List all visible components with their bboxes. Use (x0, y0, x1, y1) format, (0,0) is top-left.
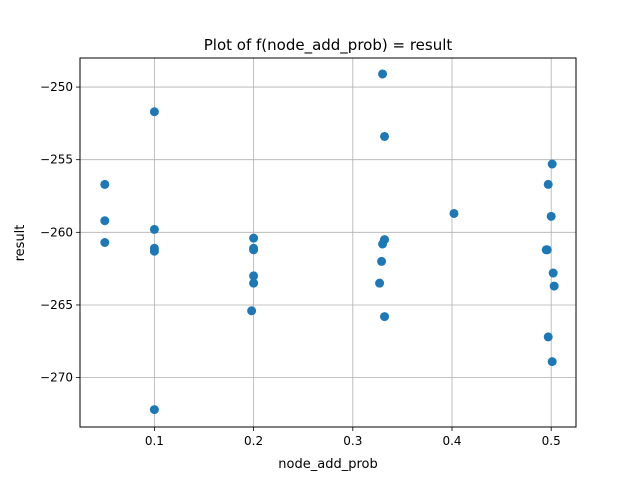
x-tick-label: 0.4 (442, 434, 461, 448)
x-axis-ticks: 0.1 0.2 0.3 0.4 0.5 (145, 427, 561, 448)
data-point (378, 69, 388, 79)
data-point (375, 278, 385, 288)
data-point (149, 224, 159, 234)
x-tick-label: 0.1 (145, 434, 164, 448)
data-point (380, 312, 390, 322)
data-point (149, 405, 159, 415)
data-point (380, 131, 390, 141)
y-tick-label: −270 (40, 371, 73, 385)
y-tick-label: −260 (40, 225, 73, 239)
data-point (543, 332, 553, 342)
data-point (548, 268, 558, 278)
data-point (249, 271, 259, 281)
x-tick-label: 0.3 (343, 434, 362, 448)
plot-frame (79, 57, 577, 428)
data-point (247, 306, 257, 316)
y-axis-label: result (13, 225, 28, 262)
y-tick-label: −255 (40, 153, 73, 167)
data-point (377, 256, 387, 266)
data-point (449, 208, 459, 218)
y-tick-label: −265 (40, 298, 73, 312)
y-tick-label: −250 (40, 80, 73, 94)
data-point (149, 246, 159, 256)
data-point (547, 357, 557, 367)
data-point (249, 233, 259, 243)
x-tick-label: 0.2 (244, 434, 263, 448)
data-point (542, 245, 552, 255)
x-axis-label: node_add_prob (278, 457, 377, 472)
data-point (100, 216, 110, 226)
data-point (549, 281, 559, 291)
data-point (249, 278, 259, 288)
data-point (547, 159, 557, 169)
x-tick-label: 0.5 (542, 434, 561, 448)
data-point (100, 179, 110, 189)
data-point (249, 245, 259, 255)
data-point (546, 211, 556, 221)
chart-title: Plot of f(node_add_prob) = result (204, 36, 453, 55)
grid (80, 58, 576, 427)
y-axis-ticks: −270 −265 −260 −255 −250 (40, 80, 80, 385)
data-point (100, 238, 110, 247)
data-point (378, 239, 388, 249)
data-point (149, 107, 159, 117)
data-point (543, 179, 553, 189)
data-points (100, 69, 559, 415)
